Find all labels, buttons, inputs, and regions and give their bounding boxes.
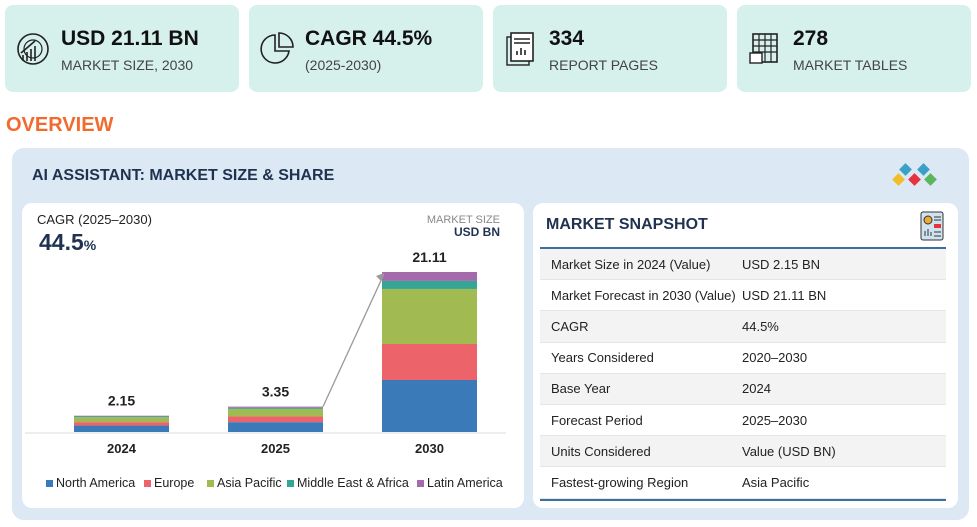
snapshot-value: 44.5% bbox=[742, 318, 779, 334]
legend-swatch bbox=[46, 480, 53, 487]
snapshot-row: Years Considered 2020–2030 bbox=[540, 343, 946, 374]
snapshot-value: Value (USD BN) bbox=[742, 443, 836, 459]
legend-label: Asia Pacific bbox=[217, 476, 282, 490]
snapshot-row: CAGR 44.5% bbox=[540, 311, 946, 343]
stat-label: REPORT PAGES bbox=[549, 57, 658, 73]
size-label: MARKET SIZE bbox=[427, 214, 500, 226]
bar-segment-2024-latin-america bbox=[74, 415, 169, 417]
snapshot-value: 2020–2030 bbox=[742, 350, 808, 366]
report-icon bbox=[920, 211, 944, 241]
snapshot-value: 2024 bbox=[742, 381, 771, 397]
snapshot-row: Forecast Period 2025–2030 bbox=[540, 405, 946, 437]
snapshot-value: USD 21.11 BN bbox=[742, 287, 827, 303]
cagr-label: CAGR (2025–2030) bbox=[37, 212, 152, 227]
snapshot-value: Asia Pacific bbox=[742, 474, 810, 490]
snapshot-key: Forecast Period bbox=[551, 412, 643, 428]
x-tick-label: 2024 bbox=[107, 441, 137, 456]
snapshot-row: Base Year 2024 bbox=[540, 373, 946, 405]
brand-logo bbox=[892, 163, 937, 186]
cagr-unit: % bbox=[84, 237, 97, 253]
size-unit: USD BN bbox=[454, 225, 500, 239]
stat-value: CAGR 44.5% bbox=[305, 27, 433, 50]
snapshot-row: Market Size in 2024 (Value) USD 2.15 BN bbox=[540, 249, 946, 281]
data-label: 21.11 bbox=[412, 249, 446, 265]
bar-segment-2024-middle-east-africa bbox=[74, 416, 169, 418]
snapshot-row: Market Forecast in 2030 (Value) USD 21.11… bbox=[540, 280, 946, 312]
bar-segment-2024-north-america bbox=[74, 425, 169, 432]
legend-label: North America bbox=[56, 476, 135, 490]
snapshot-value: USD 2.15 BN bbox=[742, 256, 821, 272]
stat-card-cagr: CAGR 44.5% (2025-2030) bbox=[249, 5, 483, 92]
snapshot-key: Years Considered bbox=[551, 350, 654, 366]
panel-title: AI ASSISTANT: MARKET SIZE & SHARE bbox=[32, 167, 335, 184]
legend-label: Latin America bbox=[427, 476, 503, 490]
snapshot-key: Market Forecast in 2030 (Value) bbox=[551, 287, 736, 303]
cagr-number: 44.5 bbox=[39, 229, 84, 255]
snapshot-row: Units Considered Value (USD BN) bbox=[540, 436, 946, 468]
data-label: 3.35 bbox=[262, 384, 289, 400]
snapshot-title: MARKET SNAPSHOT bbox=[546, 216, 708, 233]
stat-value: USD 21.11 BN bbox=[61, 27, 199, 50]
legend-swatch bbox=[417, 480, 424, 487]
market-size-chart-card: CAGR (2025–2030) 44.5% MARKET SIZE USD B… bbox=[22, 203, 524, 508]
bar-segment-2030-asia-pacific bbox=[382, 288, 477, 344]
market-growth-icon bbox=[17, 33, 49, 65]
stacked-bar-chart: CAGR (2025–2030) 44.5% MARKET SIZE USD B… bbox=[25, 212, 506, 490]
stat-card-market-tables: 278 MARKET TABLES bbox=[737, 5, 971, 92]
legend-swatch bbox=[144, 480, 151, 487]
bar-segment-2030-europe bbox=[382, 343, 477, 381]
arrow-head bbox=[376, 272, 384, 281]
snapshot-table: Market Size in 2024 (Value) USD 2.15 BN Ma… bbox=[540, 247, 946, 501]
data-label: 2.15 bbox=[108, 393, 135, 409]
market-snapshot-card: MARKET SNAPSHOT Market Size in 2024 (Val… bbox=[533, 203, 958, 508]
bar-segment-2030-middle-east-africa bbox=[382, 280, 477, 289]
snapshot-value: 2025–2030 bbox=[742, 412, 808, 428]
stat-value: 278 bbox=[793, 27, 829, 50]
cagr-value: 44.5% bbox=[39, 229, 97, 255]
bar-segment-2025-latin-america bbox=[228, 406, 323, 408]
snapshot-key: CAGR bbox=[551, 318, 589, 334]
bar-segment-2025-europe bbox=[228, 416, 323, 423]
stat-value: 334 bbox=[549, 27, 585, 50]
stat-label: (2025-2030) bbox=[305, 57, 382, 73]
bar-segment-2024-europe bbox=[74, 422, 169, 426]
bar-segment-2025-middle-east-africa bbox=[228, 407, 323, 409]
stat-card-report-pages: 334 REPORT PAGES bbox=[493, 5, 727, 92]
snapshot-row: Fastest-growing Region Asia Pacific bbox=[540, 467, 946, 499]
stat-label: MARKET TABLES bbox=[793, 57, 908, 73]
snapshot-key: Fastest-growing Region bbox=[551, 474, 689, 490]
snapshot-key: Units Considered bbox=[551, 443, 651, 459]
legend-label: Europe bbox=[154, 476, 194, 490]
bar-segment-2030-latin-america bbox=[382, 271, 477, 281]
legend-label: Middle East & Africa bbox=[297, 476, 409, 490]
stat-label: MARKET SIZE, 2030 bbox=[61, 57, 194, 73]
report-pages-icon bbox=[506, 32, 534, 66]
snapshot-key: Base Year bbox=[551, 381, 611, 397]
x-tick-label: 2025 bbox=[261, 441, 290, 456]
stat-card-market-size: USD 21.11 BN MARKET SIZE, 2030 bbox=[5, 5, 239, 92]
table-icon bbox=[749, 33, 778, 64]
legend-swatch bbox=[207, 480, 214, 487]
section-heading: OVERVIEW bbox=[6, 114, 114, 136]
bar-segment-2025-north-america bbox=[228, 422, 323, 432]
bar-segment-2030-north-america bbox=[382, 380, 477, 432]
bar-segment-2024-asia-pacific bbox=[74, 417, 169, 423]
bar-segment-2025-asia-pacific bbox=[228, 408, 323, 417]
x-tick-label: 2030 bbox=[415, 441, 444, 456]
snapshot-key: Market Size in 2024 (Value) bbox=[551, 256, 711, 272]
growth-arrow bbox=[322, 273, 385, 407]
legend-swatch bbox=[287, 480, 294, 487]
pie-chart-icon bbox=[260, 32, 294, 64]
